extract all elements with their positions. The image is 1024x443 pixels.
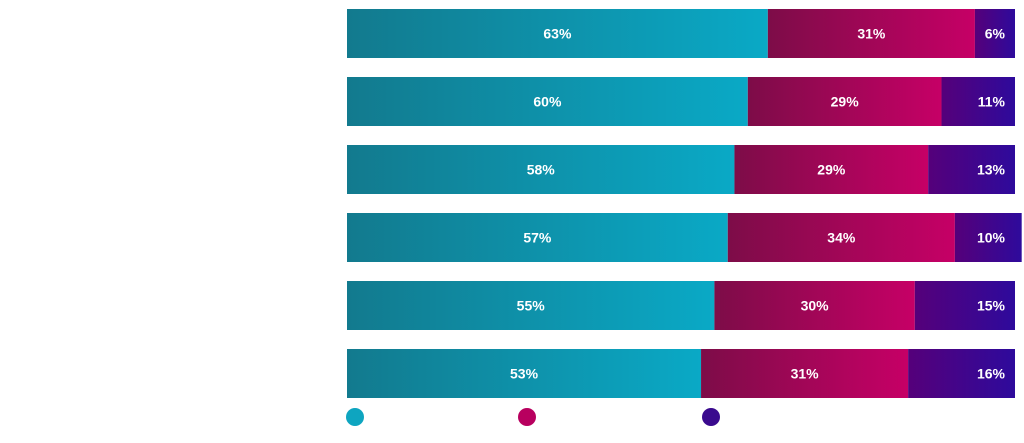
bar-segment: [701, 349, 909, 398]
data-label: 15%: [977, 298, 1006, 314]
data-label: 53%: [510, 366, 539, 382]
data-label: 60%: [533, 94, 562, 110]
bar-segment: [347, 9, 768, 58]
legend-swatch: [702, 408, 720, 426]
data-label: 13%: [977, 162, 1006, 178]
data-label: 55%: [517, 298, 546, 314]
data-label: 57%: [523, 230, 552, 246]
data-label: 29%: [817, 162, 846, 178]
legend: [0, 408, 1024, 432]
data-label: 34%: [827, 230, 856, 246]
bar-segment: [347, 281, 715, 330]
bar-segment: [714, 281, 915, 330]
bar-segment: [941, 77, 1015, 126]
data-label: 30%: [801, 298, 830, 314]
bar-segment: [734, 145, 929, 194]
bar-segment: [974, 9, 1015, 58]
bar-segment: [727, 213, 955, 262]
bar-segment: [347, 349, 702, 398]
data-label: 31%: [791, 366, 820, 382]
data-label: 31%: [857, 26, 886, 42]
bar-segment: [928, 145, 1015, 194]
data-label: 11%: [978, 94, 1006, 110]
legend-item-series-1: [346, 408, 382, 426]
data-label: 10%: [977, 230, 1006, 246]
bar-segment: [347, 77, 748, 126]
bar-segment: [747, 77, 942, 126]
bar-segment: [954, 213, 1022, 262]
data-label: 58%: [527, 162, 556, 178]
data-label: 6%: [985, 26, 1006, 42]
bar-segment: [767, 9, 975, 58]
bar-segment: [347, 145, 735, 194]
legend-swatch: [518, 408, 536, 426]
bar-segment: [347, 213, 728, 262]
legend-item-series-3: [702, 408, 738, 426]
legend-swatch: [346, 408, 364, 426]
data-label: 63%: [543, 26, 572, 42]
data-label: 16%: [977, 366, 1006, 382]
bar-segment: [914, 281, 1015, 330]
data-label: 29%: [831, 94, 860, 110]
legend-item-series-2: [518, 408, 554, 426]
bar-segment: [908, 349, 1015, 398]
